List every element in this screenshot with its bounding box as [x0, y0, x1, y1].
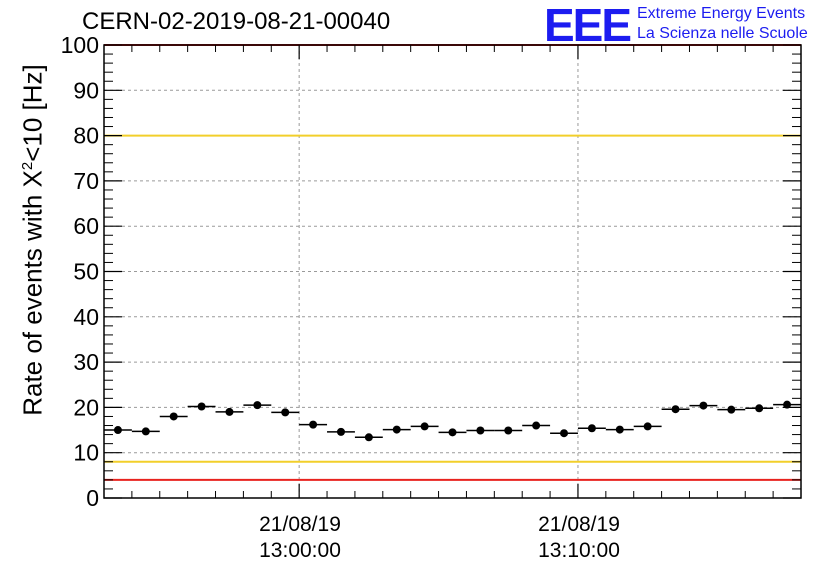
y-tick-label: 40 — [73, 304, 99, 330]
x-tick-label-1: 21/08/19 13:00:00 — [259, 512, 341, 564]
data-point — [448, 428, 457, 437]
y-tick-label: 20 — [73, 394, 99, 420]
y-tick-label: 70 — [73, 168, 99, 194]
data-point — [336, 427, 345, 436]
x-tick-label-2: 21/08/19 13:10:00 — [538, 512, 620, 564]
eee-logo: EEE — [544, 0, 632, 51]
data-point — [113, 426, 122, 435]
y-tick-label: 100 — [61, 32, 99, 58]
y-tick-label: 90 — [73, 77, 99, 103]
logo-line-2: La Scienza nelle Scuole — [637, 25, 808, 42]
data-point — [532, 421, 541, 430]
chart-title: CERN-02-2019-08-21-00040 — [82, 8, 391, 35]
data-point — [253, 401, 262, 410]
data-point — [225, 407, 234, 416]
x-tick-1-date: 21/08/19 — [259, 513, 341, 536]
data-point — [364, 433, 373, 442]
x-tick-2-time: 13:10:00 — [538, 539, 620, 562]
data-point — [587, 424, 596, 433]
data-point — [169, 412, 178, 421]
data-point — [699, 401, 708, 410]
data-point — [309, 420, 318, 429]
data-point — [643, 422, 652, 431]
data-point — [783, 400, 792, 409]
y-tick-label: 50 — [73, 259, 99, 285]
data-point — [281, 408, 290, 417]
y-axis-label-tail: <10 [Hz] — [17, 64, 48, 162]
y-axis-label: Rate of events with X2<10 [Hz] — [18, 64, 49, 416]
axis-ticks — [103, 44, 802, 499]
data-point — [560, 429, 569, 438]
y-tick-label: 30 — [73, 349, 99, 375]
data-point — [615, 425, 624, 434]
data-point — [671, 405, 680, 414]
data-point — [197, 402, 206, 411]
y-tick-label: 10 — [73, 440, 99, 466]
logo-line-1: Extreme Energy Events — [637, 5, 806, 22]
data-point — [727, 405, 736, 414]
y-tick-label: 60 — [73, 213, 99, 239]
y-tick-label: 80 — [73, 123, 99, 149]
data-points — [104, 400, 801, 442]
x-tick-1-time: 13:00:00 — [259, 539, 341, 562]
data-point — [504, 426, 513, 435]
y-axis-label-main: Rate of events with X — [17, 170, 48, 416]
reference-lines — [104, 44, 801, 481]
data-point — [392, 425, 401, 434]
y-axis-tick-labels: 0 10 20 30 40 50 60 70 80 90 100 — [61, 32, 99, 511]
y-axis-label-sup: 2 — [18, 161, 36, 171]
y-tick-label: 0 — [86, 485, 99, 511]
logo-text: Extreme Energy Events La Scienza nelle S… — [637, 4, 808, 44]
data-point — [755, 404, 764, 413]
x-tick-2-date: 21/08/19 — [538, 513, 620, 536]
data-point — [420, 422, 429, 431]
data-point — [141, 427, 150, 436]
data-point — [476, 426, 485, 435]
